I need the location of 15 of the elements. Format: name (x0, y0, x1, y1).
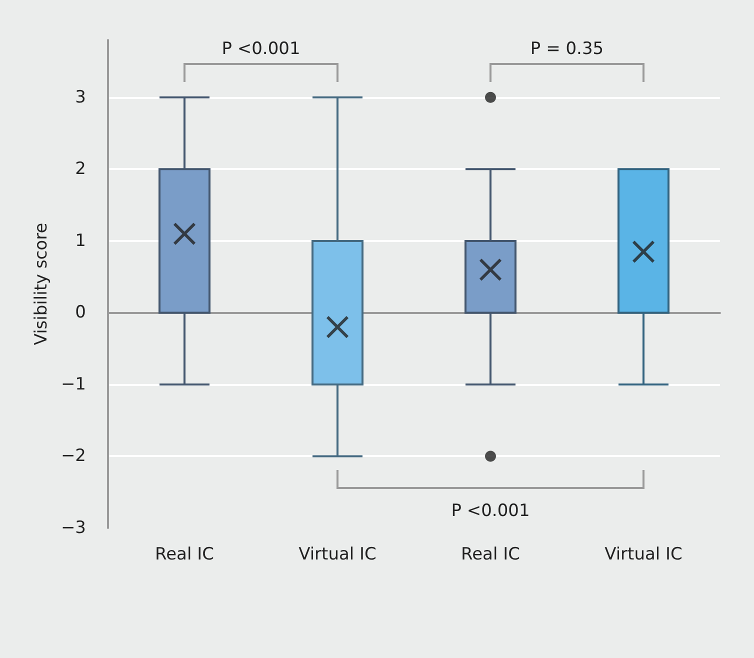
y-axis-title: Visibility score (32, 222, 52, 346)
x-tick-label: Real IC (155, 544, 214, 564)
y-tick-label: 3 (75, 87, 86, 108)
y-tick-label: 0 (75, 302, 86, 323)
x-tick-label: Virtual IC (298, 544, 376, 564)
y-tick-label: −1 (60, 374, 86, 394)
y-tick-label: 1 (75, 230, 86, 251)
x-tick-label: Virtual IC (604, 544, 682, 564)
annotation: P = 0.35 (530, 39, 604, 59)
y-tick-label: −2 (60, 446, 86, 466)
annotation: P <0.001 (451, 501, 530, 521)
y-tick-label: −3 (60, 518, 86, 538)
y-tick-label: 2 (75, 159, 86, 180)
annotation: P <0.001 (222, 39, 300, 59)
x-tick-label: Real IC (461, 544, 520, 564)
